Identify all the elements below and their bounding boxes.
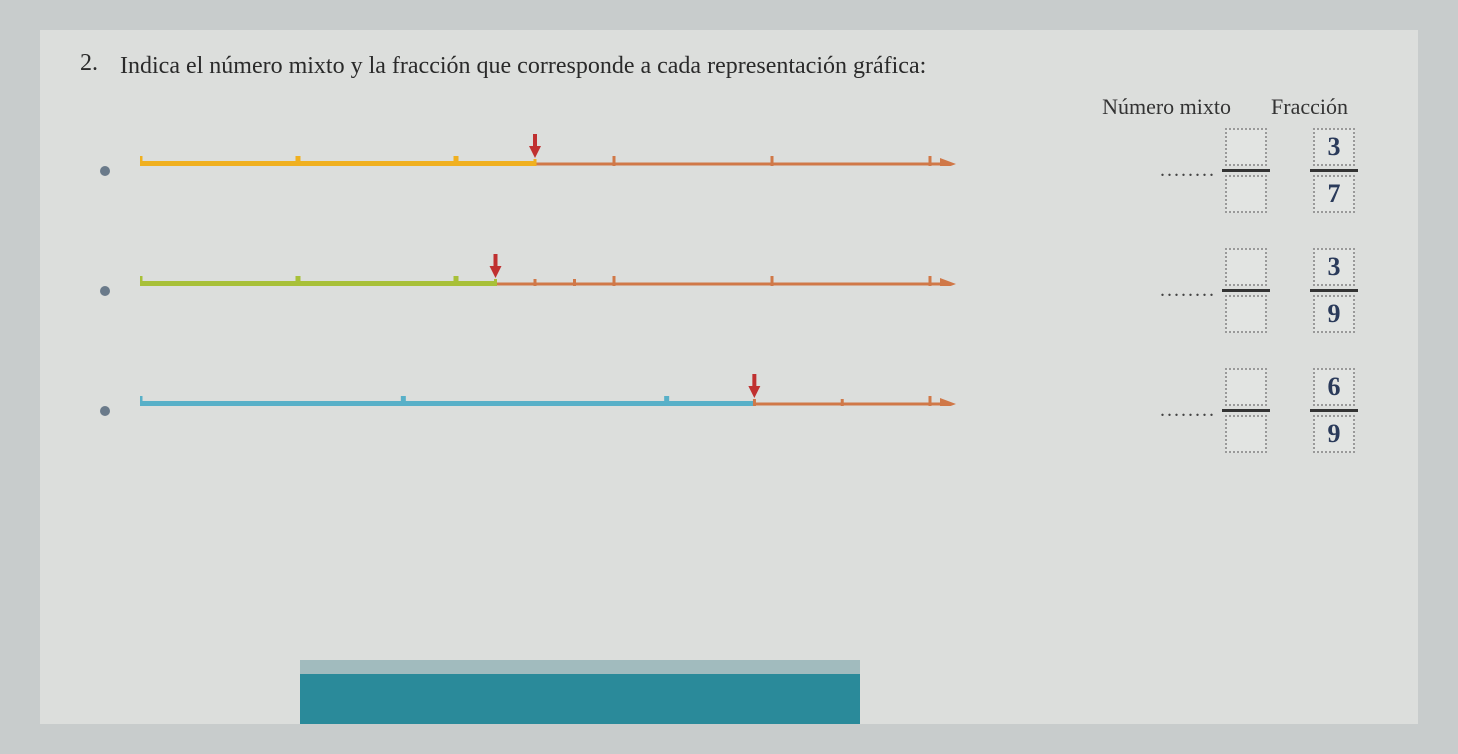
number-line-row: 012345........37 [80,126,1378,216]
fraction-numerator-cell[interactable]: 3 [1313,128,1355,166]
number-line: 012345 [140,126,1130,216]
whole-number-blank[interactable]: ........ [1160,399,1216,422]
number-line-row: 012345........39 [80,246,1378,336]
mixed-denominator-cell[interactable] [1225,295,1267,333]
answer-headers: Número mixto Fracción [80,94,1378,120]
mixed-numerator-cell[interactable] [1225,128,1267,166]
fraction-denominator-cell[interactable]: 9 [1313,295,1355,333]
fraction-bar [1310,169,1358,172]
question-text: Indica el número mixto y la fracción que… [120,50,1378,84]
fraction-numerator-cell[interactable]: 6 [1313,368,1355,406]
mixed-numerator-cell[interactable] [1225,248,1267,286]
footer-shadow [300,660,860,674]
number-line-row: 0123........69 [80,366,1378,456]
mixed-fraction-box[interactable] [1222,128,1270,213]
mixed-number-input[interactable]: ........ [1160,128,1270,213]
mixed-fraction-box[interactable] [1222,368,1270,453]
answer-area: ........39 [1160,248,1378,333]
question-number: 2. [80,50,108,77]
number-line: 012345 [140,246,1130,336]
fraction-input[interactable]: 37 [1310,128,1358,213]
bullet-icon [100,406,110,416]
mixed-denominator-cell[interactable] [1225,415,1267,453]
fraction-input[interactable]: 39 [1310,248,1358,333]
question-block: 2. Indica el número mixto y la fracción … [80,50,1378,84]
answer-area: ........37 [1160,128,1378,213]
mixed-numerator-cell[interactable] [1225,368,1267,406]
fraction-bar [1222,409,1270,412]
whole-number-blank[interactable]: ........ [1160,159,1216,182]
answer-area: ........69 [1160,368,1378,453]
worksheet-page: 2. Indica el número mixto y la fracción … [40,30,1418,724]
mixed-number-input[interactable]: ........ [1160,248,1270,333]
fraction-denominator-cell[interactable]: 9 [1313,415,1355,453]
fraction-bar [1310,289,1358,292]
header-mixed: Número mixto [1102,94,1231,120]
fraction-bar [1222,169,1270,172]
header-fraction: Fracción [1271,94,1348,120]
whole-number-blank[interactable]: ........ [1160,279,1216,302]
mixed-fraction-box[interactable] [1222,248,1270,333]
footer-band [300,674,860,724]
fraction-denominator-cell[interactable]: 7 [1313,175,1355,213]
number-line: 0123 [140,366,1130,456]
bullet-icon [100,286,110,296]
mixed-number-input[interactable]: ........ [1160,368,1270,453]
fraction-input[interactable]: 69 [1310,368,1358,453]
fraction-bar [1310,409,1358,412]
fraction-bar [1222,289,1270,292]
mixed-denominator-cell[interactable] [1225,175,1267,213]
bullet-icon [100,166,110,176]
fraction-numerator-cell[interactable]: 3 [1313,248,1355,286]
